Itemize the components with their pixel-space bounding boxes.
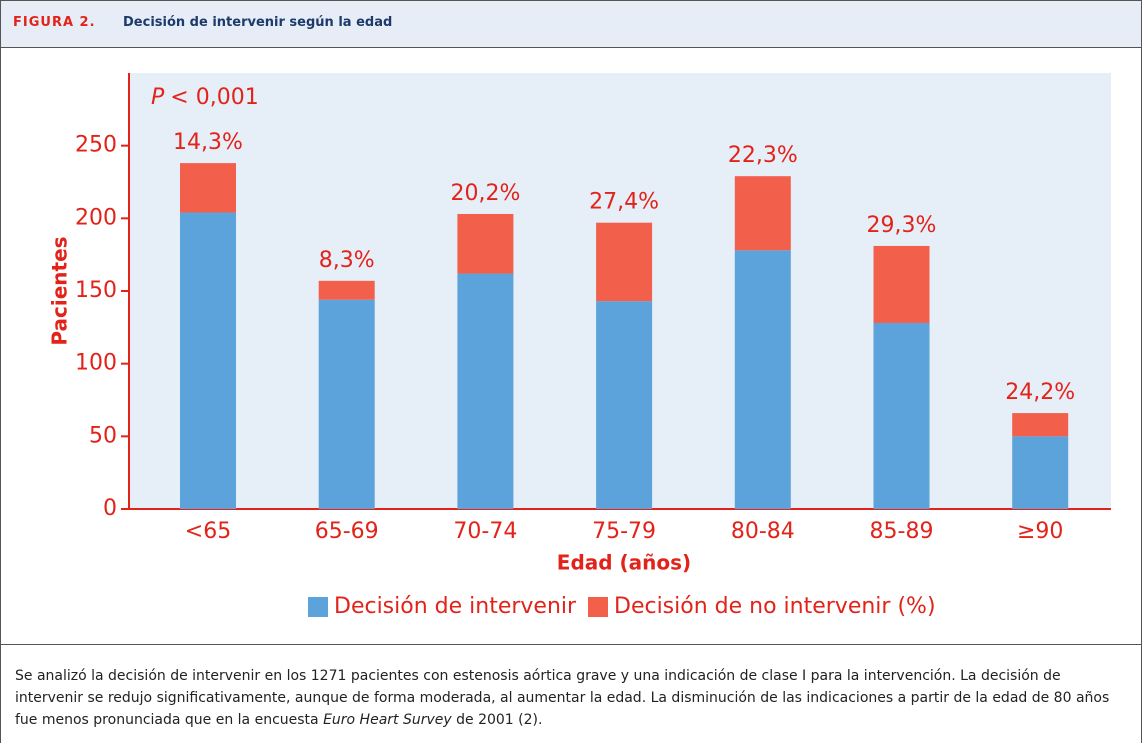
header: FIGURA 2. Decisión de intervenir según l…	[1, 1, 1141, 48]
legend-swatch	[308, 597, 328, 617]
x-tick-label: ≥90	[1017, 519, 1063, 544]
bar-annotation: 27,4%	[589, 190, 659, 215]
bar-segment	[873, 245, 930, 323]
y-axis-title: Pacientes	[48, 236, 72, 345]
y-tick-label: 200	[75, 205, 117, 230]
bar-segment	[180, 212, 236, 509]
caption: Se analizó la decisión de intervenir en …	[1, 644, 1141, 731]
bar-segment	[1012, 413, 1069, 437]
bar-annotation: 20,2%	[450, 181, 520, 206]
bar-segment	[1012, 436, 1069, 509]
bar-segment	[873, 322, 930, 509]
caption-text: Se analizó la decisión de intervenir en …	[15, 668, 1110, 728]
bar-segment	[734, 176, 791, 251]
legend-label: Decisión de no intervenir (%)	[614, 594, 936, 619]
x-tick-label: 70-74	[453, 519, 517, 544]
bar-segment	[596, 301, 653, 509]
p-value: P < 0,001	[151, 85, 259, 110]
chart: 0 50 100 150 200 250 Pacientes Edad (años) P < 0,…	[48, 73, 1111, 619]
bar-annotation: 8,3%	[319, 248, 375, 273]
y-tick-label: 250	[75, 133, 117, 158]
bar-segment	[457, 213, 514, 274]
x-tick-label: 65-69	[315, 519, 379, 544]
caption-text: de 2001 (2).	[451, 712, 543, 728]
figure-label: FIGURA 2.	[13, 15, 96, 30]
x-tick-label: <65	[185, 519, 231, 544]
bar-segment	[318, 280, 375, 300]
p-text: < 0,001	[170, 85, 258, 110]
bar-segment	[180, 163, 236, 213]
bar-segment	[734, 250, 791, 509]
y-tick-label: 50	[89, 423, 117, 448]
y-tick-label: 100	[75, 351, 117, 376]
legend-swatch	[588, 597, 608, 617]
figure-title: Decisión de intervenir según la edad	[123, 15, 393, 30]
y-tick-label: 150	[75, 278, 117, 303]
bar-annotation: 24,2%	[1005, 380, 1075, 405]
bar-segment	[596, 222, 653, 302]
bar-annotation: 14,3%	[173, 130, 243, 155]
bar-annotation: 22,3%	[728, 143, 798, 168]
legend-label: Decisión de intervenir	[334, 594, 577, 619]
x-tick-label: 80-84	[731, 519, 795, 544]
y-tick-label: 0	[103, 496, 117, 521]
x-axis-title: Edad (años)	[557, 551, 691, 575]
caption-italic: Euro Heart Survey	[323, 712, 452, 728]
x-tick-label: 85-89	[870, 519, 934, 544]
bar-annotation: 29,3%	[867, 213, 937, 238]
x-tick-label: 75-79	[592, 519, 656, 544]
p-symbol: P	[151, 85, 165, 110]
bar-segment	[457, 273, 514, 509]
bar-segment	[318, 299, 375, 509]
